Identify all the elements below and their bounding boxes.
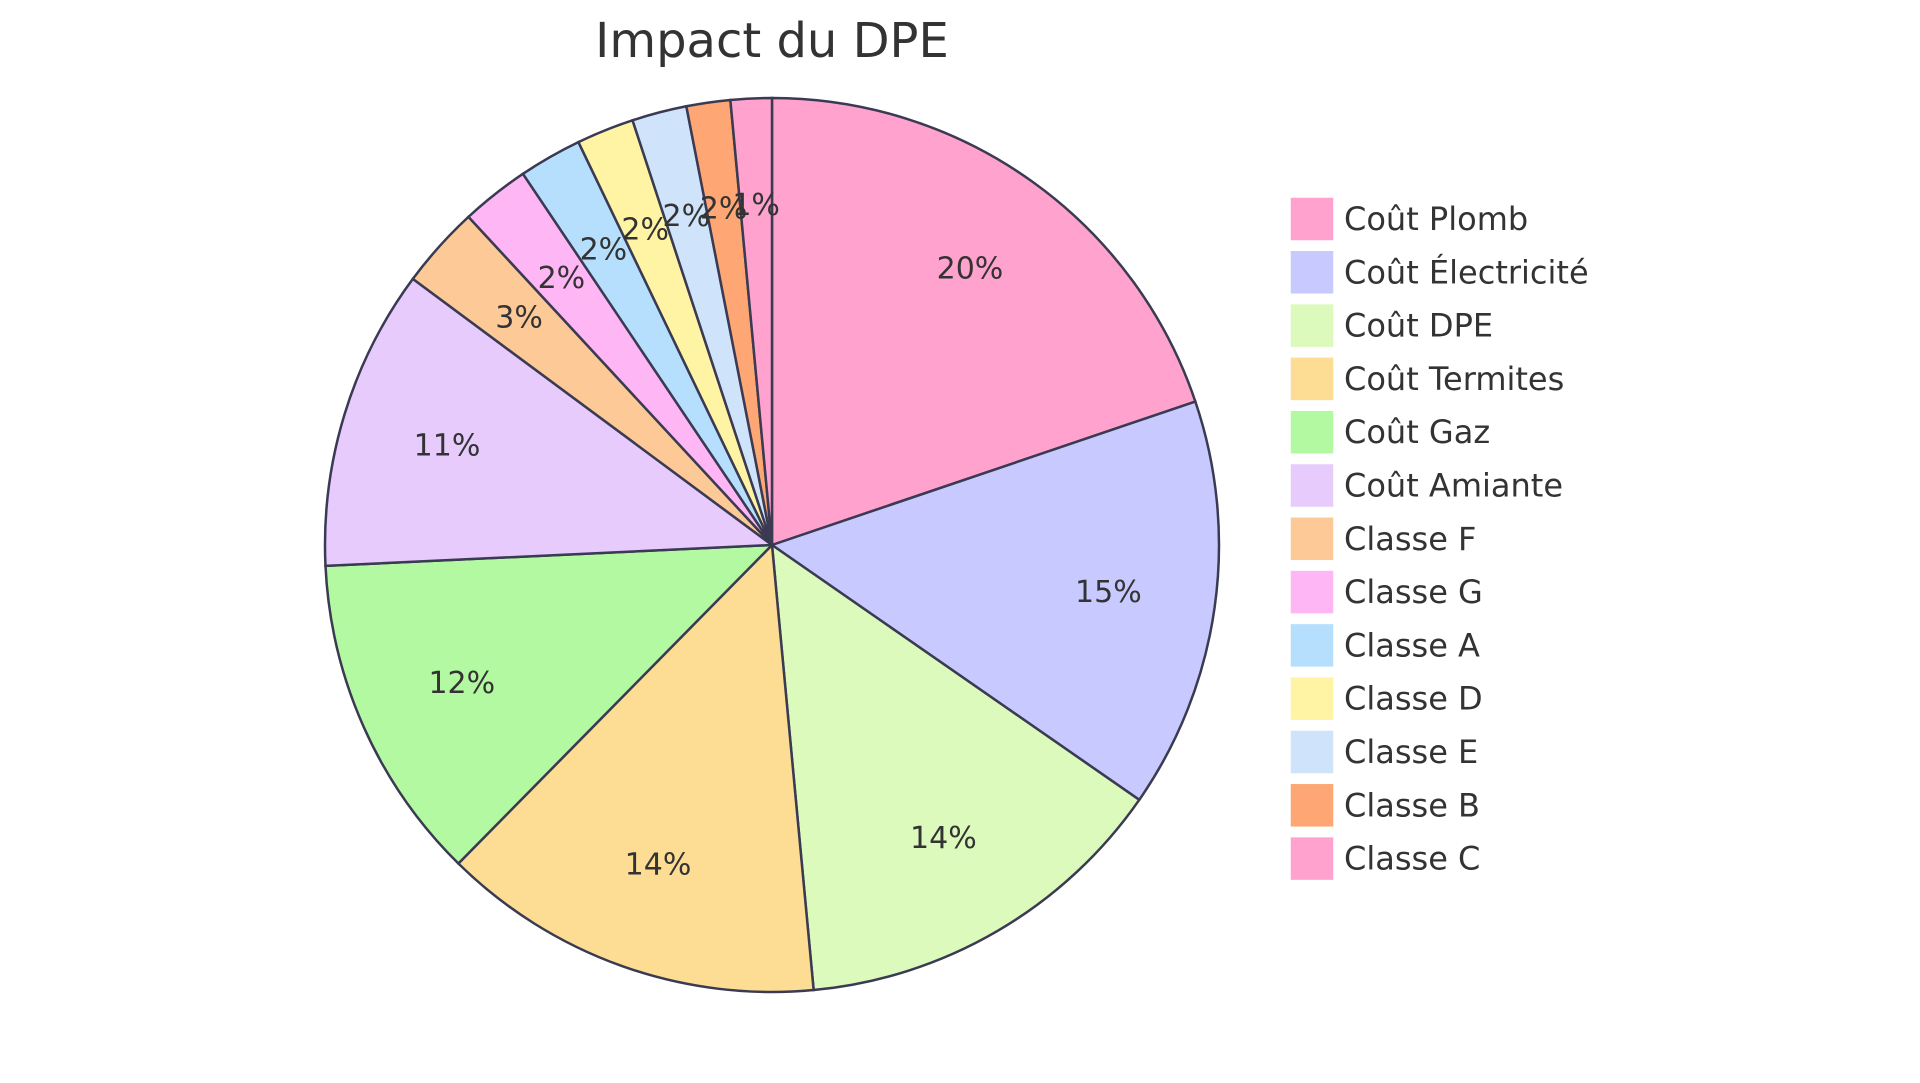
pie-slice-12 [728, 96, 774, 546]
pie-slice-label-9: 2% [621, 212, 669, 247]
pie-slice-4 [324, 543, 776, 866]
pie-slice-label-4: 12% [428, 666, 495, 701]
legend-swatch-2 [1289, 302, 1335, 349]
legend-swatch-12 [1289, 835, 1335, 882]
pie-slice-label-3: 14% [625, 848, 692, 883]
legend-swatch-3 [1289, 356, 1335, 402]
pie-slice-label-10: 2% [662, 199, 710, 234]
legend-label-2: Coût DPE [1344, 307, 1493, 345]
legend-label-0: Coût Plomb [1344, 200, 1528, 238]
pie-slice-label-5: 11% [414, 429, 481, 464]
pie-slice-label-1: 15% [1075, 575, 1142, 610]
legend-swatch-11 [1289, 782, 1335, 829]
legend-label-8: Classe A [1344, 626, 1480, 664]
legend-swatch-10 [1289, 729, 1335, 775]
legend-label-12: Classe C [1344, 840, 1480, 878]
legend-label-11: Classe B [1344, 786, 1480, 824]
legend-label-5: Coût Amiante [1344, 467, 1563, 505]
legend-label-3: Coût Termites [1344, 360, 1564, 398]
legend-swatch-4 [1289, 409, 1335, 455]
pie-slice-label-12: 1% [732, 188, 780, 223]
pie-slice-5 [323, 277, 776, 568]
legend-label-1: Coût Électricité [1344, 253, 1589, 291]
legend-label-10: Classe E [1344, 733, 1478, 771]
pie-slice-label-6: 3% [495, 301, 543, 336]
pie-slice-label-8: 2% [580, 233, 628, 268]
legend-swatch-0 [1289, 196, 1335, 242]
legend-label-6: Classe F [1344, 520, 1476, 558]
pie-slice-2 [770, 542, 1142, 992]
pie-slices [323, 96, 1221, 994]
legend: Coût Plomb Coût Électricité Coût DPE Coût T… [1289, 196, 1589, 882]
legend-swatch-6 [1289, 516, 1335, 562]
pie-slice-label-0: 20% [937, 251, 1004, 286]
legend-swatch-9 [1289, 675, 1335, 722]
pie-slice-3 [456, 542, 816, 994]
chart-title: Impact du DPE [595, 13, 949, 69]
pie-slice-0 [770, 96, 1197, 547]
pie-slice-label-7: 2% [538, 261, 586, 296]
legend-label-7: Classe G [1344, 573, 1483, 611]
legend-label-4: Coût Gaz [1344, 413, 1490, 451]
pie-slice-label-2: 14% [910, 821, 977, 856]
legend-swatch-5 [1289, 462, 1335, 509]
legend-swatch-1 [1289, 249, 1335, 296]
pie-slice-label-11: 2% [700, 191, 748, 226]
legend-swatch-8 [1289, 622, 1335, 669]
pie-slice-labels: 20%15%14%14%12%11%3%2%2%2%2%2%1% [414, 188, 1142, 882]
legend-label-9: Classe D [1344, 680, 1483, 718]
legend-swatch-7 [1289, 569, 1335, 615]
pie-slice-1 [769, 400, 1221, 802]
